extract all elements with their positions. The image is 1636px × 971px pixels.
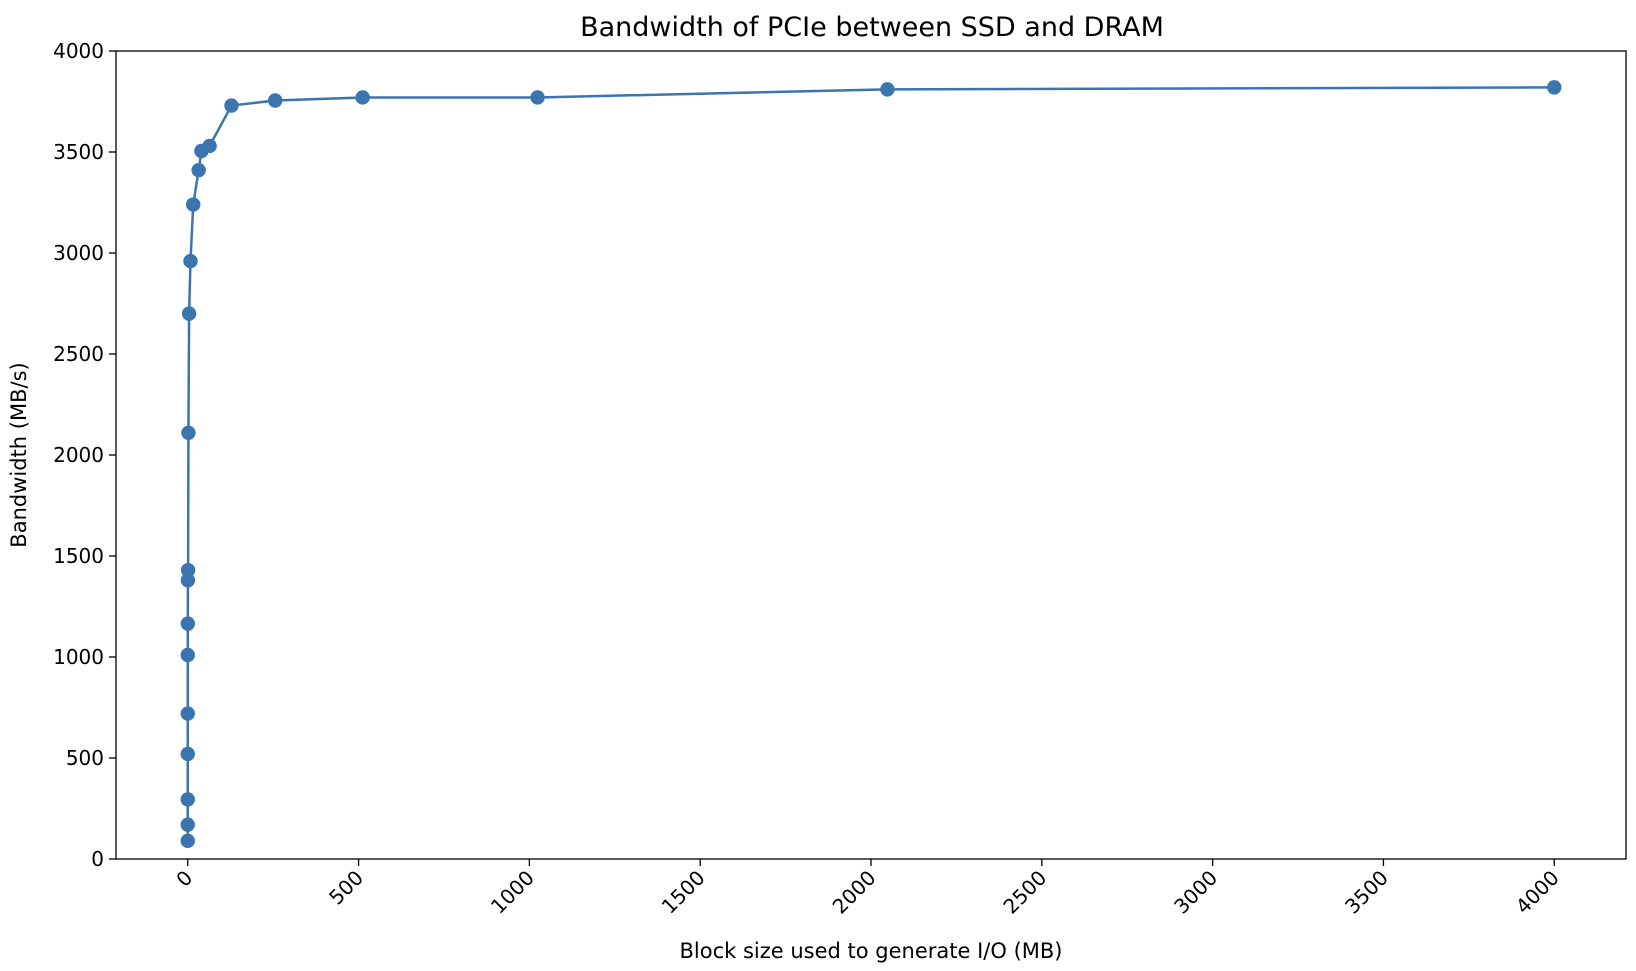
y-axis-ticks: 0 500 1000 1500 2000 2500 3000 3500 4000	[53, 39, 116, 871]
y-tick-label: 1500	[53, 544, 104, 568]
data-point	[224, 98, 239, 113]
y-tick-label: 3500	[53, 140, 104, 164]
data-point	[180, 562, 196, 578]
data-point	[180, 573, 196, 588]
data-point	[183, 253, 198, 269]
data-point	[180, 817, 195, 832]
y-tick-label: 0	[91, 847, 104, 871]
data-point	[180, 616, 196, 631]
chart-title: Bandwidth of PCIe between SSD and DRAM	[580, 12, 1164, 43]
y-tick-label: 1000	[53, 645, 104, 669]
y-tick-label: 4000	[53, 39, 104, 63]
plot-series	[180, 80, 1562, 849]
data-point	[186, 197, 201, 212]
data-point	[181, 306, 197, 321]
data-point	[530, 90, 545, 105]
data-point	[180, 792, 195, 807]
data-point	[268, 93, 283, 108]
y-tick-label: 3000	[53, 241, 104, 265]
y-tick-label: 2000	[53, 443, 104, 467]
data-point	[180, 833, 195, 849]
data-point	[181, 425, 196, 440]
y-axis-label: Bandwidth (MB/s)	[7, 362, 31, 547]
series-line	[186, 86, 1556, 843]
data-point	[1547, 80, 1562, 95]
series-markers	[180, 80, 1562, 849]
y-tick-label: 2500	[53, 342, 104, 366]
data-point	[180, 706, 195, 721]
data-point	[880, 82, 895, 97]
data-point	[180, 746, 195, 762]
plot-frame	[115, 50, 1627, 860]
data-point	[180, 647, 195, 663]
data-point	[355, 90, 370, 105]
data-point	[202, 138, 217, 154]
x-axis-label: Block size used to generate I/O (MB)	[680, 939, 1063, 963]
y-tick-label: 500	[66, 746, 104, 770]
data-point	[191, 162, 206, 178]
